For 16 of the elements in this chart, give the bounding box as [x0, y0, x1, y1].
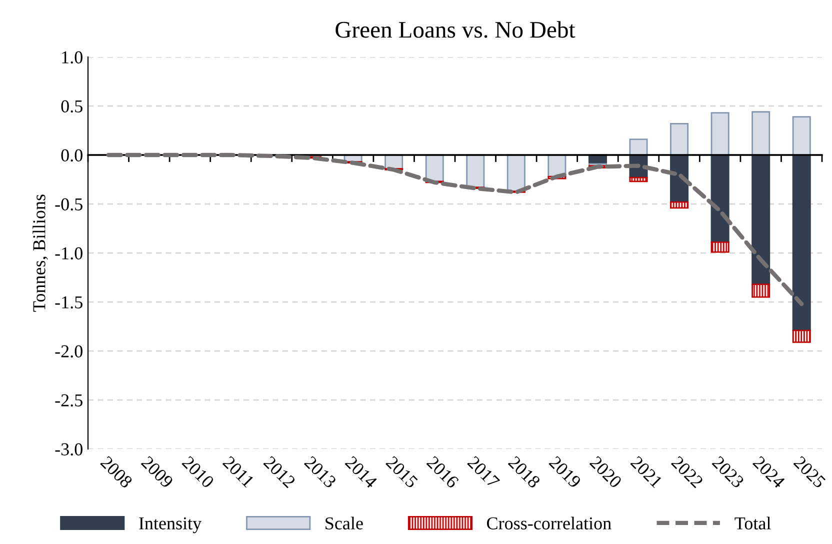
legend-label: Scale [326, 516, 363, 530]
y-tick-label: -1.5 [55, 296, 82, 309]
y-tick-label: 0.5 [61, 100, 82, 113]
legend-label: Intensity [139, 517, 202, 534]
x-tick-label: 2017 [466, 455, 500, 489]
legend-label: Total [734, 516, 771, 530]
y-tick-label: -0.5 [55, 198, 82, 211]
y-tick-label: -2.5 [55, 394, 82, 407]
chart-title: Green Loans vs. No Debt [336, 21, 576, 38]
legend-label: Cross-correlation [487, 516, 612, 530]
y-axis-title: Tonnes, Billions [32, 194, 48, 312]
y-tick-label: -1.0 [55, 247, 82, 260]
y-tick-label: -2.0 [55, 345, 82, 358]
y-tick-label: 0.0 [61, 149, 82, 162]
y-tick-label: 1.0 [62, 51, 82, 64]
y-tick-label: -3.0 [55, 443, 82, 456]
